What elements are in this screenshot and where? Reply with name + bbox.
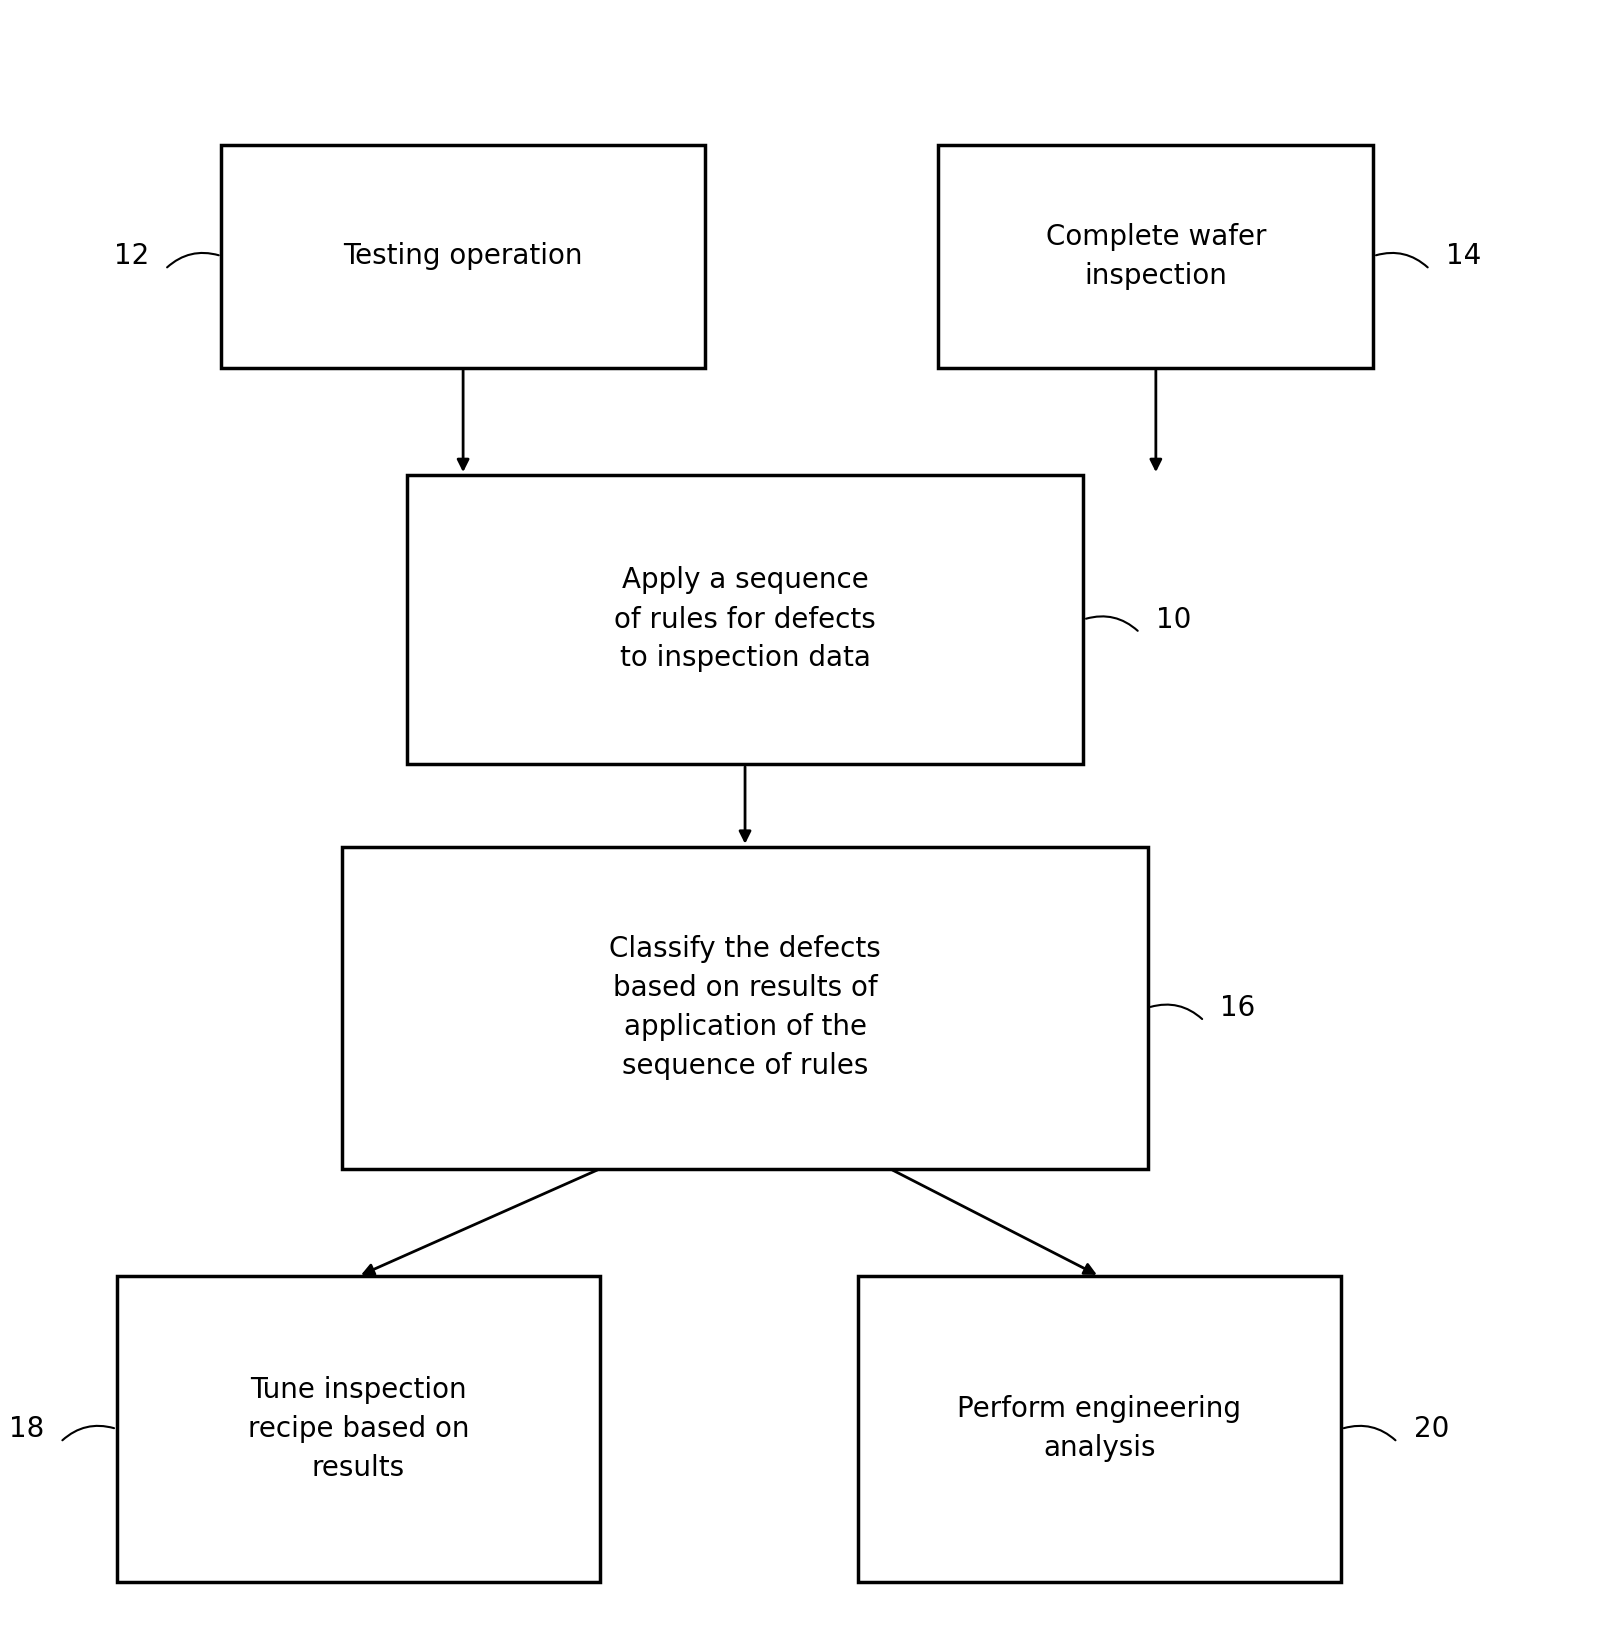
Text: Apply a sequence
of rules for defects
to inspection data: Apply a sequence of rules for defects to…: [613, 567, 875, 672]
Text: Complete wafer
inspection: Complete wafer inspection: [1044, 223, 1265, 289]
Text: 12: 12: [113, 243, 148, 269]
Text: Testing operation: Testing operation: [344, 243, 583, 269]
Text: Classify the defects
based on results of
application of the
sequence of rules: Classify the defects based on results of…: [608, 935, 880, 1080]
Text: 20: 20: [1412, 1416, 1448, 1442]
Text: 10: 10: [1156, 606, 1191, 633]
Bar: [938, 145, 1372, 368]
Text: Perform engineering
analysis: Perform engineering analysis: [957, 1396, 1241, 1462]
Bar: [342, 846, 1148, 1170]
Bar: [221, 145, 704, 368]
Text: 18: 18: [10, 1416, 44, 1442]
Text: Tune inspection
recipe based on
results: Tune inspection recipe based on results: [247, 1376, 468, 1482]
Text: 14: 14: [1445, 243, 1480, 269]
Text: 16: 16: [1220, 995, 1254, 1021]
Bar: [407, 476, 1083, 763]
Bar: [116, 1275, 600, 1583]
Bar: [857, 1275, 1340, 1583]
